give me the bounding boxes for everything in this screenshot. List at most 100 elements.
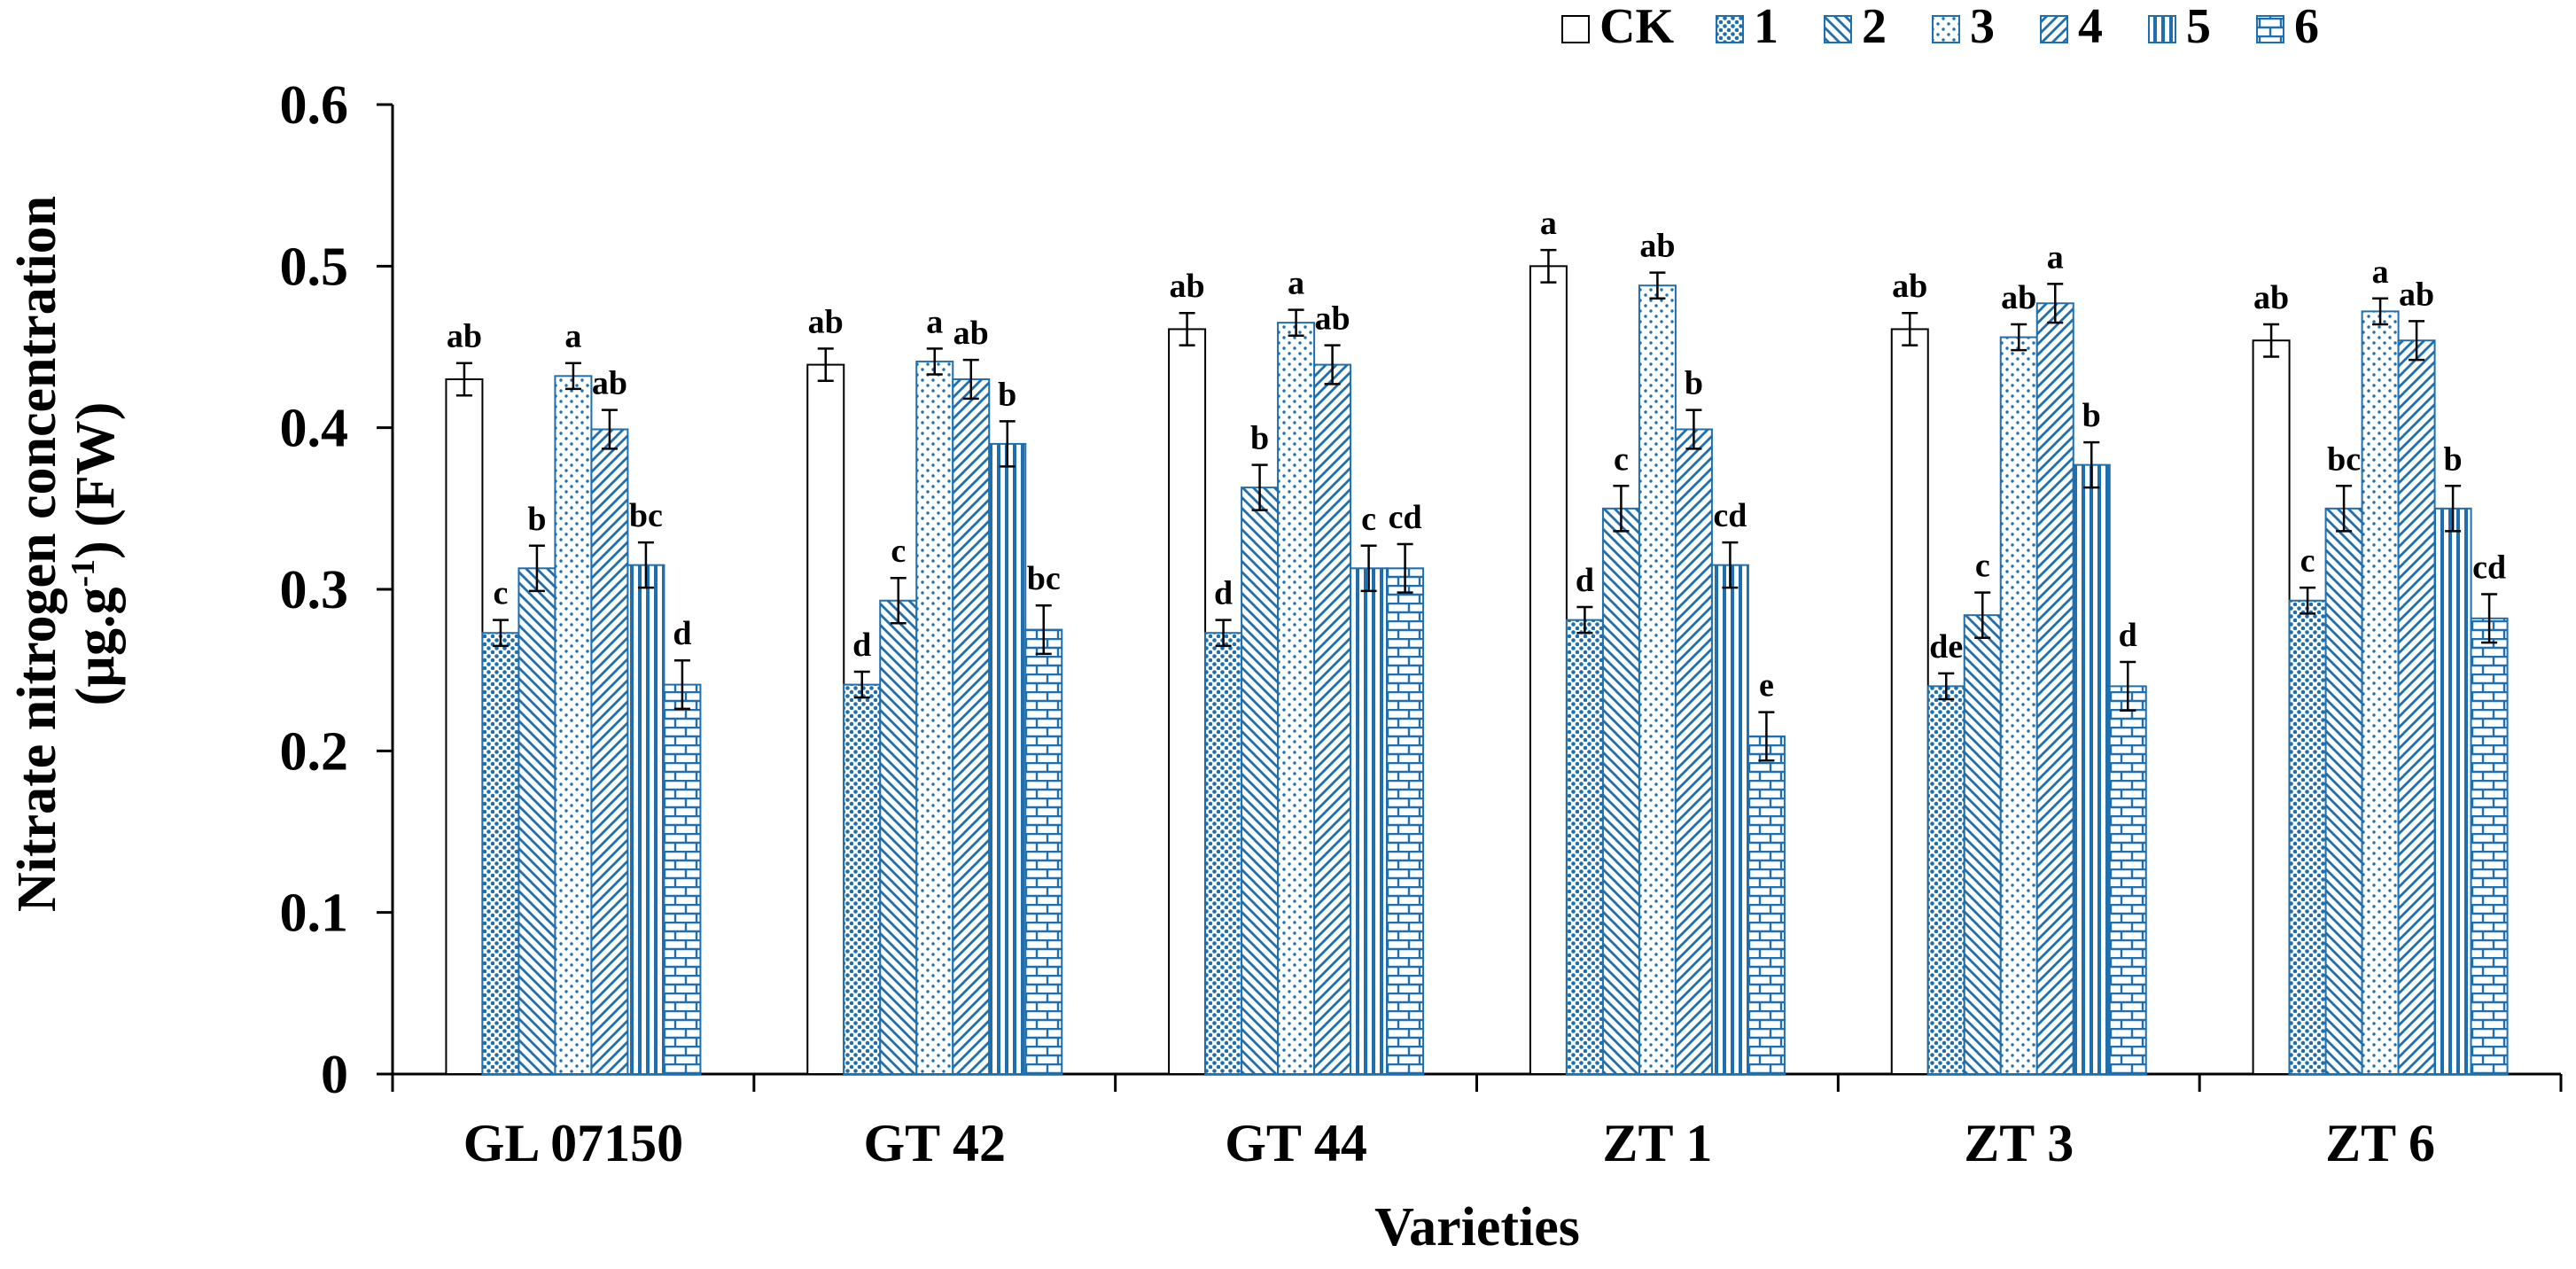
- bar-CK-gt-42: [806, 363, 845, 1076]
- significance-label: a: [2047, 238, 2064, 276]
- y-tick-label: 0.3: [280, 560, 349, 620]
- bar-4-zt-3: [2035, 302, 2074, 1075]
- bar-CK-zt-6: [2252, 339, 2291, 1075]
- bar-6-gl-07150: [663, 683, 702, 1075]
- significance-label: b: [998, 376, 1016, 413]
- bar-5-gt-42: [988, 442, 1027, 1075]
- legend-swatch-6: [2256, 15, 2284, 43]
- bar-2-zt-3: [1963, 614, 2002, 1075]
- bar-5-gl-07150: [626, 564, 665, 1075]
- category-label: GL 07150: [463, 1114, 683, 1172]
- significance-label: ab: [953, 315, 989, 352]
- y-axis-title-prefix: (µg.g: [66, 588, 126, 706]
- significance-label: c: [493, 575, 508, 612]
- bar-1-zt-6: [2288, 599, 2327, 1075]
- bar-2-zt-6: [2324, 507, 2363, 1075]
- significance-label: a: [564, 318, 581, 355]
- significance-label: d: [1576, 562, 1594, 599]
- axes: 0 0.1 0.2 0.3 0.4 0.5 0.6 GL 07150 GT 42 GT 44 ZT …: [280, 75, 2563, 1172]
- bar-4-gt-44: [1313, 363, 1352, 1076]
- bar-6-zt-3: [2108, 685, 2147, 1076]
- bar-CK-zt-1: [1529, 265, 1568, 1076]
- category-label: GT 44: [1225, 1114, 1367, 1172]
- bar-4-gt-42: [952, 378, 991, 1075]
- bar-2-gt-42: [879, 599, 918, 1075]
- bar-6-gt-42: [1024, 628, 1063, 1075]
- significance-label: bc: [629, 497, 663, 534]
- significance-label: c: [891, 533, 906, 570]
- bar-4-gl-07150: [590, 428, 629, 1075]
- significance-label: b: [2082, 397, 2101, 434]
- legend: CK 1 2 3 4 5 6: [1561, 0, 2319, 54]
- bar-5-gt-44: [1350, 567, 1389, 1075]
- bar-1-zt-3: [1926, 685, 1965, 1076]
- significance-label: a: [2372, 253, 2389, 291]
- bar-3-zt-1: [1638, 284, 1677, 1076]
- legend-label-2: 2: [1862, 0, 1887, 54]
- bar-3-gt-42: [915, 360, 954, 1076]
- significance-label: d: [2119, 617, 2137, 654]
- category-label: ZT 1: [1602, 1114, 1712, 1172]
- legend-swatch-5: [2148, 15, 2176, 43]
- significance-label: a: [1540, 205, 1557, 242]
- y-tick-label: 0: [321, 1045, 348, 1105]
- bar-3-zt-3: [1999, 336, 2038, 1075]
- y-axis-title: Nitrate nitrogen concentration (µg.g-1) …: [7, 196, 126, 912]
- bar-6-zt-6: [2470, 617, 2509, 1075]
- legend-swatch-1: [1716, 15, 1744, 43]
- bar-1-zt-1: [1565, 619, 1604, 1075]
- bar-2-gt-44: [1241, 487, 1280, 1075]
- significance-label: de: [1929, 628, 1963, 666]
- significance-label: c: [2300, 542, 2315, 580]
- significance-label: ab: [447, 318, 482, 355]
- significance-label: ab: [1892, 268, 1927, 305]
- legend-swatch-CK: [1561, 15, 1590, 43]
- legend-label-CK: CK: [1599, 0, 1674, 54]
- y-tick-label: 0.5: [280, 237, 349, 297]
- bar-6-zt-1: [1747, 735, 1786, 1075]
- bar-CK-gt-44: [1168, 328, 1207, 1075]
- legend-label-1: 1: [1754, 0, 1778, 54]
- bars: [445, 248, 2509, 1076]
- legend-swatch-2: [1824, 15, 1852, 43]
- significance-label: ab: [2399, 276, 2434, 313]
- significance-label: a: [1288, 265, 1304, 302]
- significance-label: ab: [1315, 300, 1350, 338]
- legend-label-4: 4: [2078, 0, 2103, 54]
- category-label: GT 42: [863, 1114, 1006, 1172]
- significance-label: b: [1250, 420, 1269, 457]
- y-axis-title-suffix: ) (FW): [66, 402, 126, 559]
- bar-4-zt-6: [2397, 339, 2436, 1075]
- legend-swatch-3: [1932, 15, 1960, 43]
- y-axis-title-superscript: -1: [65, 559, 102, 588]
- y-axis-title-line2: (µg.g-1) (FW): [65, 402, 126, 706]
- significance-label: b: [527, 501, 546, 538]
- legend-label-5: 5: [2186, 0, 2211, 54]
- y-axis-title-line1: Nitrate nitrogen concentration: [7, 196, 67, 912]
- legend-label-6: 6: [2294, 0, 2319, 54]
- category-label: ZT 3: [1964, 1114, 2074, 1172]
- significance-label: d: [1214, 575, 1233, 612]
- significance-label: c: [1361, 501, 1376, 538]
- significance-label: ab: [808, 303, 844, 340]
- y-tick-label: 0.4: [280, 399, 349, 459]
- significance-label: ab: [2001, 279, 2036, 316]
- significance-label: ab: [1639, 228, 1675, 265]
- category-label: ZT 6: [2325, 1114, 2435, 1172]
- bar-5-zt-6: [2433, 507, 2472, 1075]
- bar-5-zt-1: [1710, 564, 1749, 1075]
- significance-label: d: [673, 615, 691, 652]
- x-axis-title: Varieties: [1374, 1197, 1580, 1257]
- bar-2-gl-07150: [518, 567, 556, 1075]
- bar-3-zt-6: [2361, 310, 2400, 1075]
- bar-2-zt-1: [1601, 507, 1640, 1075]
- bar-CK-gl-07150: [445, 378, 484, 1075]
- legend-swatch-4: [2040, 15, 2068, 43]
- significance-label: c: [1975, 548, 1990, 585]
- bar-1-gt-42: [843, 683, 882, 1075]
- bar-3-gt-44: [1277, 322, 1316, 1075]
- significance-label: e: [1759, 667, 1774, 705]
- significance-label: b: [1685, 365, 1703, 402]
